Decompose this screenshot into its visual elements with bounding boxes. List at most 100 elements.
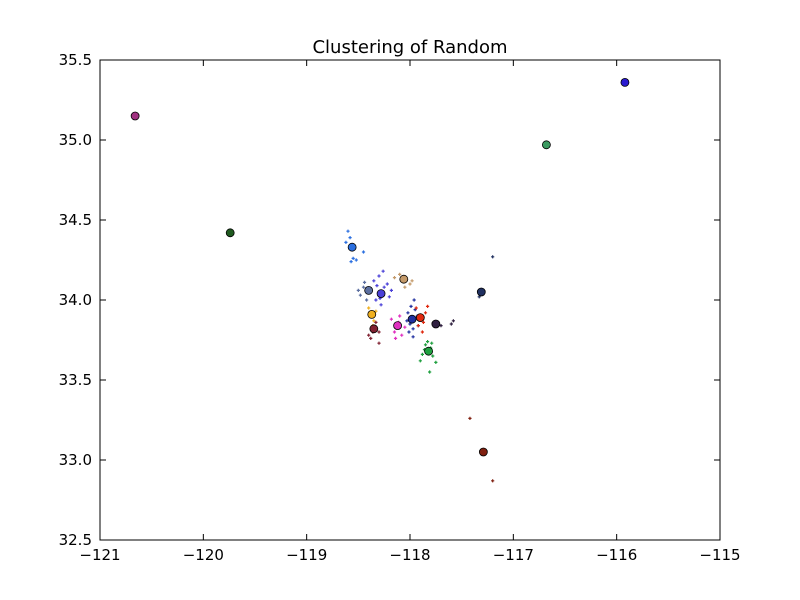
cluster-point: [425, 340, 430, 344]
cluster-center: [407, 314, 417, 324]
cluster-point: [375, 284, 379, 288]
cluster-point: [354, 258, 358, 262]
x-tick-label: −117: [493, 546, 534, 564]
y-tick-label: 35.5: [59, 51, 92, 69]
cluster-point: [451, 319, 455, 323]
cluster-point: [406, 311, 410, 315]
cluster-point: [410, 279, 414, 283]
cluster-center: [399, 274, 409, 284]
cluster-point: [379, 303, 383, 307]
points-layer: [344, 229, 495, 483]
cluster-center: [424, 346, 434, 356]
cluster-point: [367, 306, 371, 310]
cluster-point: [407, 330, 411, 334]
cluster-point: [361, 250, 366, 254]
x-tick-label: −116: [596, 546, 637, 564]
cluster-point: [356, 288, 360, 292]
cluster-center: [431, 319, 441, 329]
y-tick-label: 34.0: [59, 291, 92, 309]
cluster-point: [421, 320, 426, 324]
cluster-point: [408, 282, 412, 286]
cluster-point: [381, 269, 385, 273]
cluster-point: [416, 324, 420, 328]
cluster-point: [491, 479, 495, 483]
cluster-point: [431, 354, 435, 358]
cluster-center: [376, 289, 386, 299]
cluster-center: [393, 321, 403, 331]
cluster-point: [346, 229, 350, 233]
cluster-point: [374, 298, 378, 302]
cluster-point: [387, 295, 391, 299]
x-tick-label: −119: [286, 546, 327, 564]
plot-area: −121 −120 −119 −118 −117 −116 −115 32.5 33.0 33.…: [59, 51, 741, 564]
cluster-point: [382, 285, 386, 289]
cluster-point: [385, 282, 389, 286]
cluster-point: [398, 314, 402, 318]
chart-title: Clustering of Random: [312, 37, 507, 58]
cluster-point: [362, 280, 367, 284]
cluster-center: [364, 285, 374, 295]
cluster-point: [403, 325, 407, 329]
cluster-point: [439, 324, 443, 328]
y-tick-label: 35.0: [59, 131, 92, 149]
x-axis: −121 −120 −119 −118 −117 −116 −115: [79, 60, 741, 564]
cluster-point: [468, 416, 472, 420]
cluster-point: [361, 285, 366, 289]
cluster-point: [420, 330, 424, 334]
y-tick-label: 33.5: [59, 371, 92, 389]
cluster-point: [377, 330, 381, 334]
x-tick-label: −121: [79, 546, 120, 564]
cluster-point: [434, 360, 438, 364]
cluster-point: [392, 330, 397, 334]
cluster-point: [369, 336, 373, 340]
cluster-point: [392, 276, 397, 280]
cluster-point: [365, 298, 369, 302]
x-tick-label: −118: [389, 546, 430, 564]
y-tick-label: 34.5: [59, 211, 92, 229]
cluster-point: [377, 341, 381, 345]
cluster-point: [372, 279, 376, 283]
y-axis: 32.5 33.0 33.5 34.0 34.5 35.0 35.5: [59, 51, 720, 549]
cluster-center: [542, 140, 551, 150]
cluster-point: [409, 304, 413, 308]
cluster-point: [430, 341, 434, 345]
cluster-point: [411, 335, 415, 339]
cluster-center: [415, 313, 425, 323]
cluster-point: [412, 298, 416, 302]
cluster-center: [620, 78, 630, 87]
axes-frame: [99, 59, 721, 541]
cluster-point: [351, 256, 355, 260]
cluster-point: [405, 319, 409, 323]
cluster-point: [449, 322, 453, 326]
cluster-point: [372, 319, 376, 323]
cluster-center: [225, 228, 235, 238]
y-tick-label: 33.0: [59, 451, 92, 469]
cluster-point: [377, 274, 381, 278]
cluster-center: [478, 447, 488, 457]
cluster-point: [420, 352, 424, 356]
cluster-point: [349, 260, 353, 264]
cluster-point: [358, 293, 362, 297]
cluster-point: [348, 236, 352, 240]
cluster-point: [425, 304, 430, 308]
cluster-point: [423, 311, 428, 315]
cluster-point: [423, 343, 428, 347]
cluster-point: [389, 288, 393, 292]
cluster-point: [418, 359, 422, 363]
cluster-center: [130, 111, 140, 121]
cluster-center: [369, 324, 379, 334]
cluster-center: [347, 242, 357, 252]
cluster-point: [400, 333, 404, 337]
x-tick-label: −115: [699, 546, 740, 564]
cluster-center: [367, 309, 377, 319]
cluster-point: [411, 327, 415, 331]
cluster-point: [389, 317, 393, 321]
cluster-center: [476, 287, 486, 297]
centers-layer: [130, 78, 630, 457]
cluster-point: [403, 285, 407, 289]
cluster-point: [374, 309, 378, 313]
cluster-point: [491, 255, 495, 259]
cluster-point: [393, 336, 398, 340]
cluster-point: [398, 272, 402, 276]
